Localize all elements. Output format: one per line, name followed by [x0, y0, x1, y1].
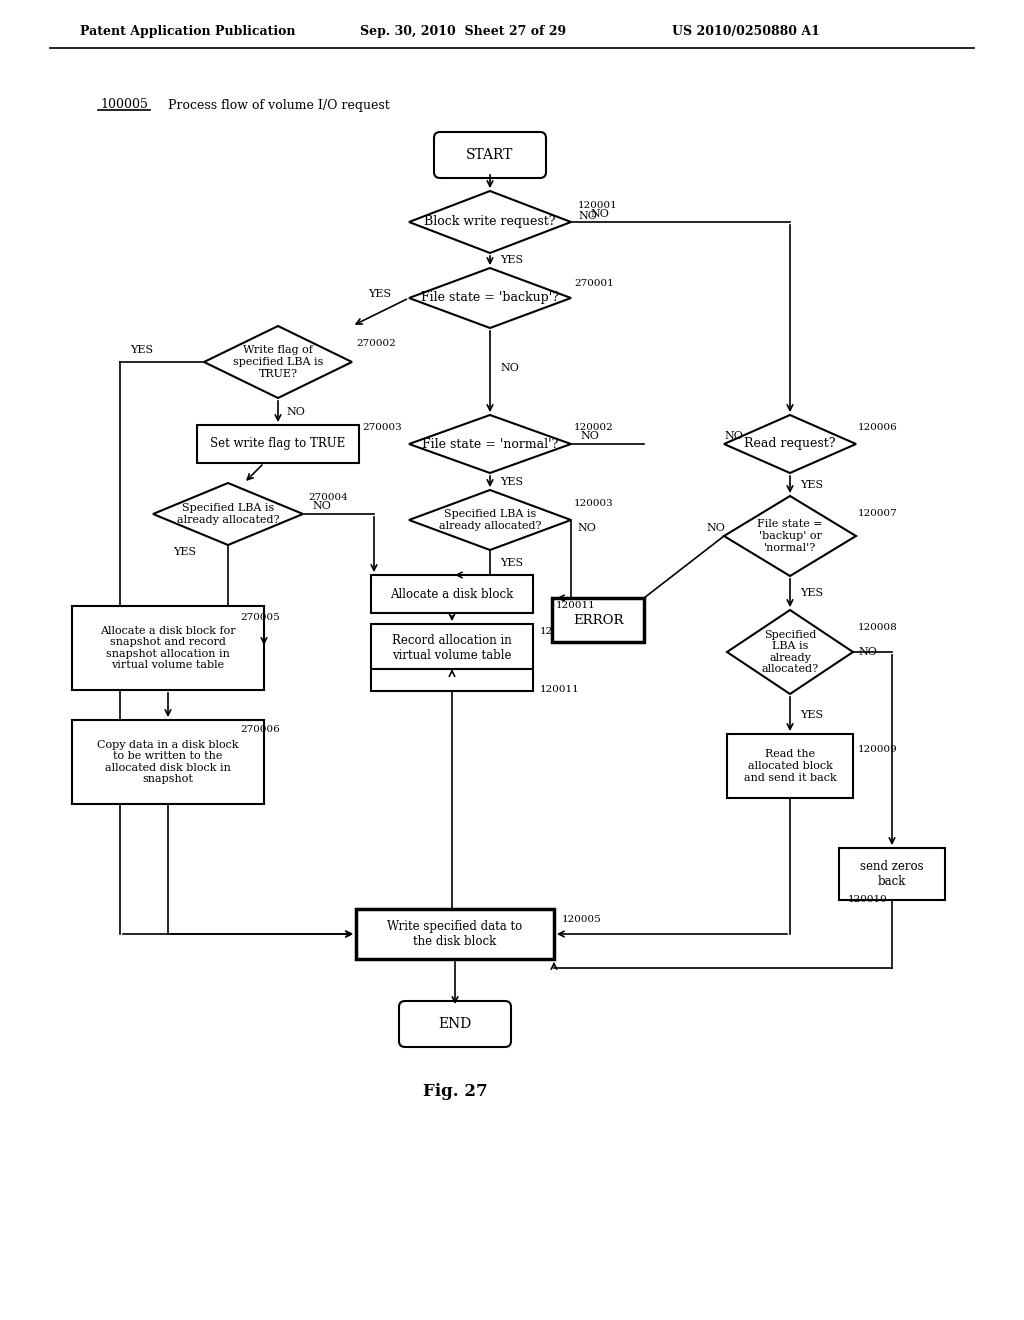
Text: YES: YES: [800, 587, 823, 598]
Text: send zeros
back: send zeros back: [860, 861, 924, 888]
Text: Block write request?: Block write request?: [424, 215, 556, 228]
Text: 120007: 120007: [858, 510, 898, 519]
Polygon shape: [409, 414, 571, 473]
Text: File state = 'normal'?: File state = 'normal'?: [422, 437, 558, 450]
Text: NO: NO: [858, 647, 877, 657]
Bar: [371, 624, 534, 672]
Text: YES: YES: [130, 345, 154, 355]
Text: YES: YES: [500, 255, 523, 265]
Text: NO: NO: [286, 407, 305, 417]
Text: Write flag of
specified LBA is
TRUE?: Write flag of specified LBA is TRUE?: [232, 346, 324, 379]
Bar: [356, 909, 554, 960]
Text: Specified LBA is
already allocated?: Specified LBA is already allocated?: [177, 503, 280, 525]
Text: YES: YES: [173, 546, 196, 557]
Text: 270002: 270002: [356, 339, 395, 348]
Text: Read the
allocated block
and send it back: Read the allocated block and send it bac…: [743, 750, 837, 783]
Text: NO: NO: [590, 209, 609, 219]
Text: 120011: 120011: [540, 685, 580, 694]
Text: 270003: 270003: [362, 424, 401, 433]
Text: NO: NO: [577, 523, 596, 533]
Text: YES: YES: [800, 710, 823, 719]
Polygon shape: [409, 268, 571, 327]
Text: 120006: 120006: [858, 424, 898, 433]
Text: NO: NO: [312, 502, 331, 511]
Polygon shape: [724, 496, 856, 576]
Polygon shape: [204, 326, 352, 399]
Text: File state = 'backup'?: File state = 'backup'?: [421, 292, 559, 305]
Text: Write specified data to
the disk block: Write specified data to the disk block: [387, 920, 522, 948]
Text: NO: NO: [724, 432, 742, 441]
Text: Fig. 27: Fig. 27: [423, 1084, 487, 1101]
Text: File state =
'backup' or
'normal'?: File state = 'backup' or 'normal'?: [757, 519, 823, 553]
Text: Process flow of volume I/O request: Process flow of volume I/O request: [168, 99, 390, 111]
Text: YES: YES: [500, 558, 523, 568]
Text: START: START: [466, 148, 514, 162]
Text: 120003: 120003: [574, 499, 613, 508]
Bar: [727, 734, 853, 799]
FancyBboxPatch shape: [434, 132, 546, 178]
Text: 270005: 270005: [240, 612, 280, 622]
Text: Set write flag to TRUE: Set write flag to TRUE: [210, 437, 346, 450]
Text: Specified LBA is
already allocated?: Specified LBA is already allocated?: [438, 510, 542, 531]
Text: US 2010/0250880 A1: US 2010/0250880 A1: [672, 25, 820, 38]
Text: 120010: 120010: [848, 895, 888, 904]
Bar: [839, 847, 945, 900]
Bar: [197, 425, 359, 463]
Text: 120005: 120005: [562, 916, 602, 924]
Text: Copy data in a disk block
to be written to the
allocated disk block in
snapshot: Copy data in a disk block to be written …: [97, 739, 239, 784]
Text: NO: NO: [500, 363, 519, 374]
Text: 100005: 100005: [100, 99, 147, 111]
Polygon shape: [409, 490, 571, 550]
Text: 120009: 120009: [858, 746, 898, 755]
Text: 270006: 270006: [240, 726, 280, 734]
Text: YES: YES: [800, 480, 823, 490]
Bar: [371, 669, 534, 690]
Bar: [72, 606, 264, 690]
Text: Sep. 30, 2010  Sheet 27 of 29: Sep. 30, 2010 Sheet 27 of 29: [360, 25, 566, 38]
Polygon shape: [153, 483, 303, 545]
Text: 120004: 120004: [540, 627, 580, 636]
Bar: [72, 719, 264, 804]
Text: 120001: 120001: [578, 202, 617, 210]
Bar: [552, 598, 644, 642]
Text: 120002: 120002: [574, 424, 613, 433]
Text: Allocate a disk block: Allocate a disk block: [390, 587, 514, 601]
Polygon shape: [727, 610, 853, 694]
Text: END: END: [438, 1016, 472, 1031]
Text: 270001: 270001: [574, 280, 613, 289]
Text: YES: YES: [500, 477, 523, 487]
Text: Read request?: Read request?: [744, 437, 836, 450]
Text: 120011: 120011: [556, 602, 596, 610]
Polygon shape: [409, 191, 571, 253]
Text: ERROR: ERROR: [572, 614, 624, 627]
Polygon shape: [724, 414, 856, 473]
Text: NO: NO: [706, 523, 725, 533]
Text: 270004: 270004: [308, 494, 348, 503]
Text: Patent Application Publication: Patent Application Publication: [80, 25, 296, 38]
Text: Allocate a disk block for
snapshot and record
snapshot allocation in
virtual vol: Allocate a disk block for snapshot and r…: [100, 626, 236, 671]
Text: Record allocation in
virtual volume table: Record allocation in virtual volume tabl…: [392, 634, 512, 663]
Text: 120008: 120008: [858, 623, 898, 632]
Bar: [371, 576, 534, 612]
Text: YES: YES: [368, 289, 391, 300]
Text: Specified
LBA is
already
allocated?: Specified LBA is already allocated?: [762, 630, 818, 675]
Text: NO: NO: [578, 211, 597, 220]
Text: NO: NO: [580, 432, 599, 441]
FancyBboxPatch shape: [399, 1001, 511, 1047]
